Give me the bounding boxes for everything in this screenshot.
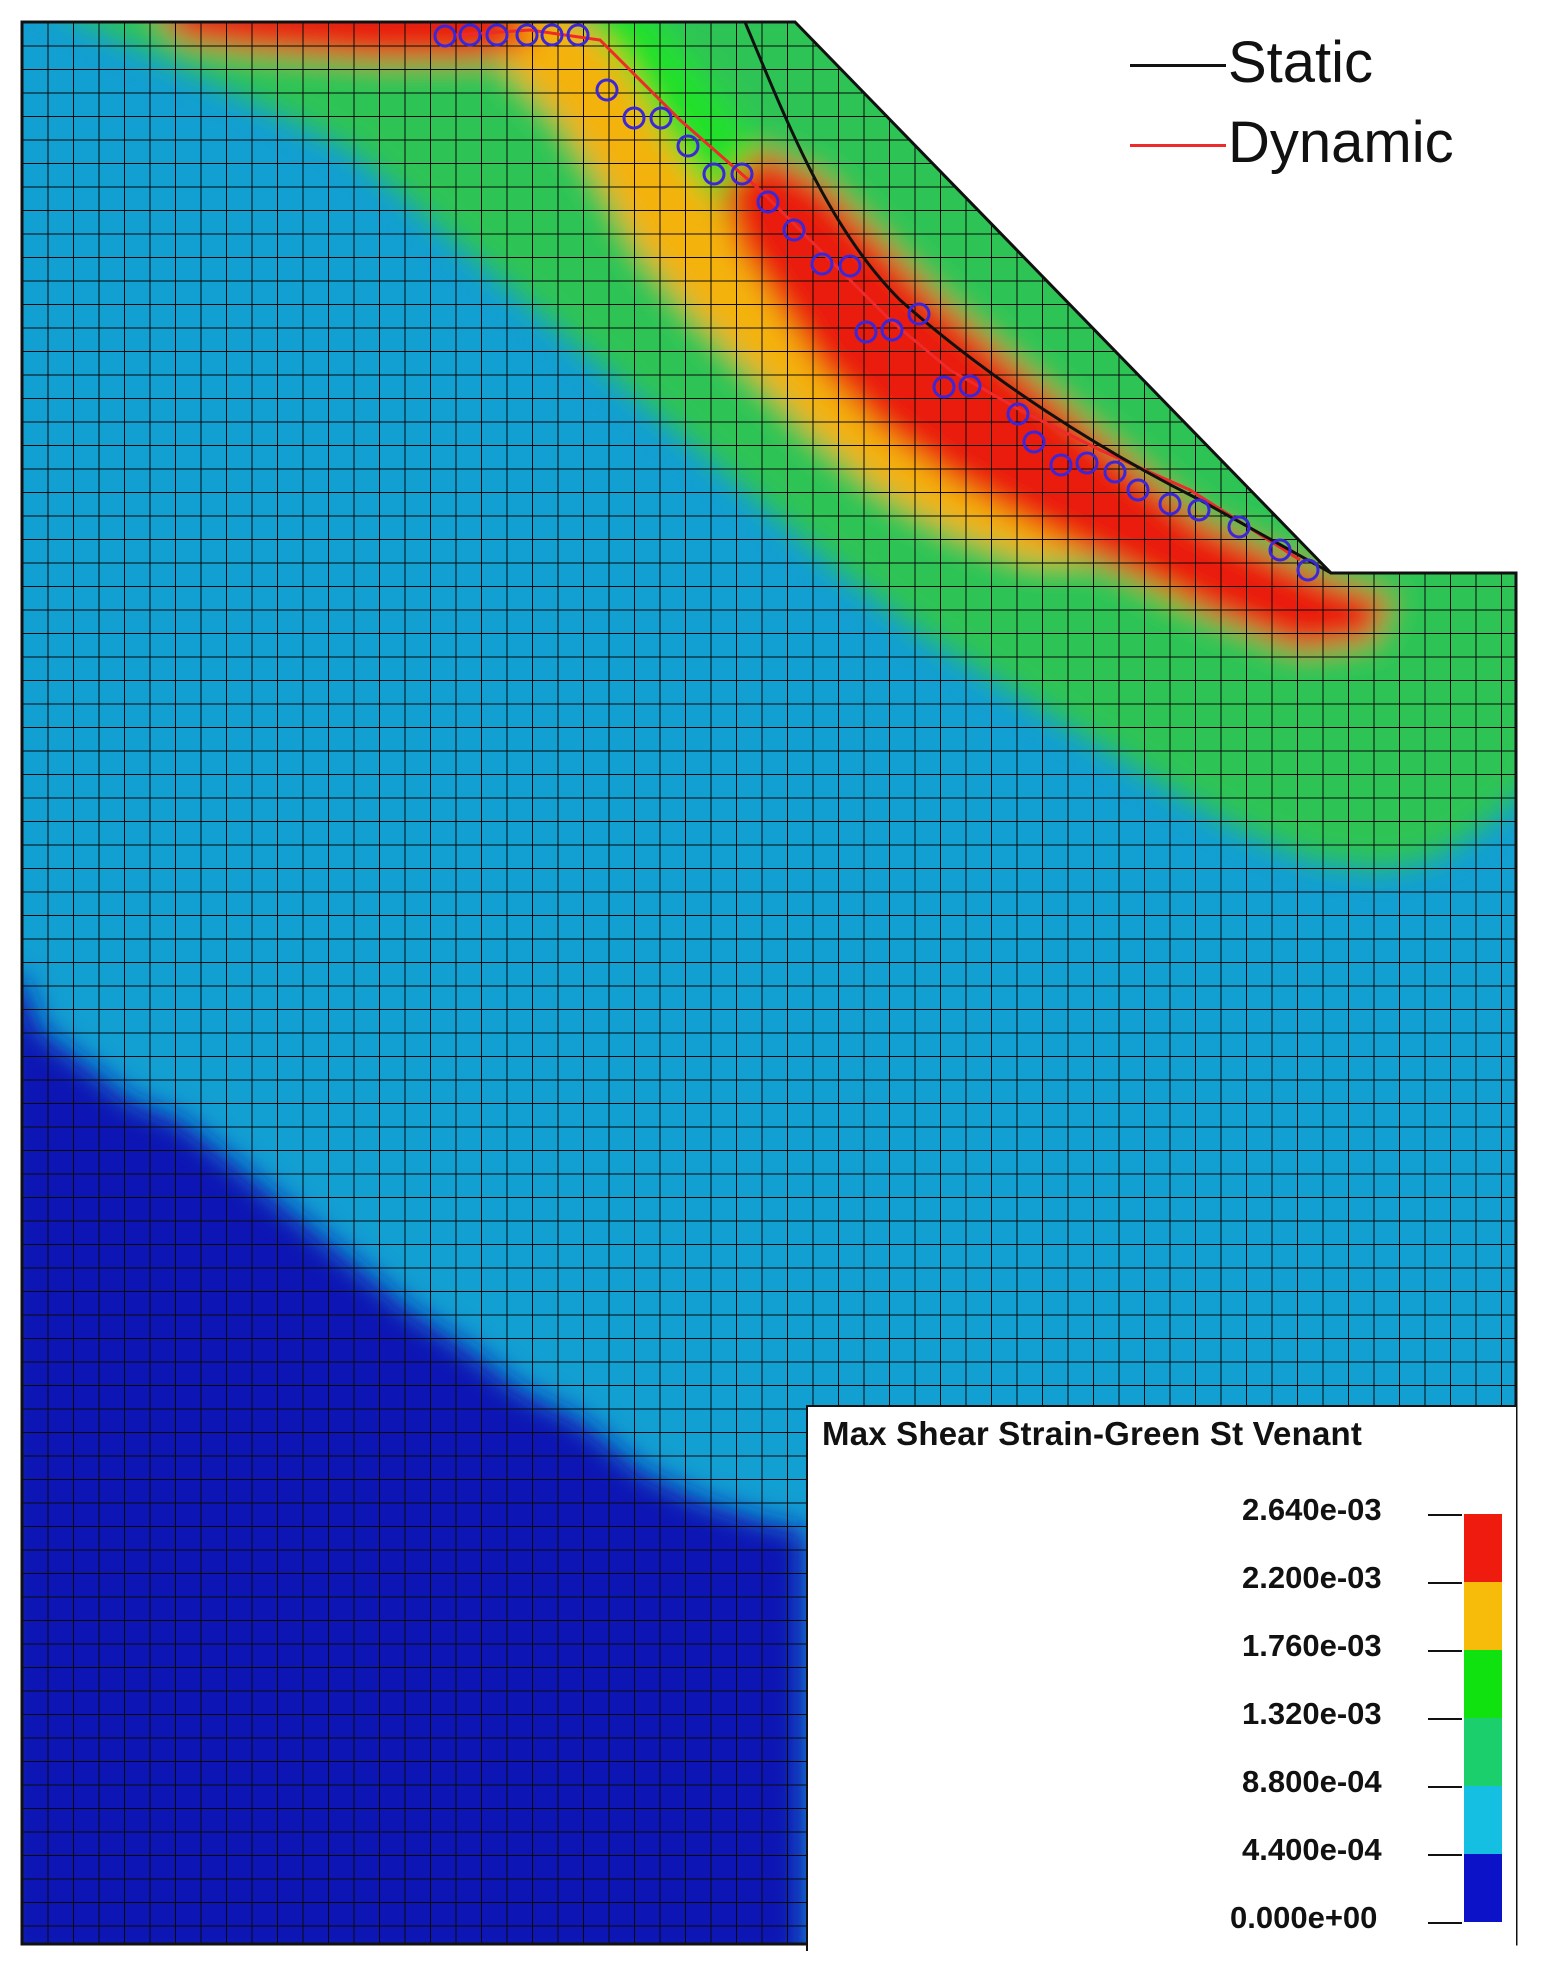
slip-surface-marker <box>932 375 956 399</box>
colorbar-label: 4.400e-04 <box>1242 1832 1382 1867</box>
slip-surface-marker <box>1187 498 1211 522</box>
slip-surface-marker <box>433 24 457 48</box>
slip-surface-marker <box>958 374 982 398</box>
colorbar-swatch <box>1464 1854 1502 1922</box>
colorbar-tick <box>1428 1718 1462 1720</box>
colorbar-tick <box>1428 1922 1462 1924</box>
slip-surface-marker <box>1158 492 1182 516</box>
slip-surface-marker <box>782 218 806 242</box>
colorbar-label: 2.200e-03 <box>1242 1560 1382 1595</box>
slip-surface-marker <box>1049 453 1073 477</box>
colorbar-label: 2.640e-03 <box>1242 1492 1382 1527</box>
slip-surface-marker <box>622 106 646 130</box>
model-outline <box>20 20 1518 1946</box>
slip-surface-marker <box>756 190 780 214</box>
slip-surface-marker <box>540 23 564 47</box>
colorbar-tick <box>1428 1582 1462 1584</box>
slip-surface-marker <box>566 23 590 47</box>
colorbar-swatch <box>1464 1582 1502 1650</box>
slip-surface-marker <box>907 302 931 326</box>
slip-surface-marker <box>515 23 539 47</box>
legend-title: Max Shear Strain-Green St Venant <box>822 1415 1363 1452</box>
slip-surface-marker <box>595 78 619 102</box>
slip-surface-marker <box>854 320 878 344</box>
slip-surface-marker <box>838 254 862 278</box>
colorbar-label: 1.320e-03 <box>1242 1696 1382 1731</box>
slip-surface-marker <box>702 162 726 186</box>
slip-surface-marker <box>810 252 834 276</box>
dynamic-key-line <box>1130 144 1226 147</box>
line-key: Static Dynamic <box>1120 26 1500 186</box>
colorbar-tick <box>1428 1650 1462 1652</box>
colorbar-tick <box>1428 1854 1462 1856</box>
dynamic-surface-markers <box>433 23 1320 582</box>
slip-surface-marker <box>1268 538 1292 562</box>
colorbar-label: 8.800e-04 <box>1242 1764 1382 1799</box>
slip-surface-marker <box>1006 402 1030 426</box>
colorbar-tick <box>1428 1786 1462 1788</box>
slip-surface-marker <box>1227 515 1251 539</box>
static-key-line <box>1130 64 1226 67</box>
slip-surface-marker <box>676 134 700 158</box>
colorbar-swatch <box>1464 1718 1502 1786</box>
colorbar-legend: Max Shear Strain-Green St Venant 2.640e-… <box>806 1405 1516 1951</box>
colorbar-tick <box>1428 1514 1462 1516</box>
static-slip-surface <box>743 22 1332 575</box>
colorbar-label: 0.000e+00 <box>1230 1900 1378 1935</box>
dynamic-key-label: Dynamic <box>1228 110 1454 175</box>
slip-surface-marker <box>649 106 673 130</box>
colorbar-swatch <box>1464 1650 1502 1718</box>
slip-surface-marker <box>1126 478 1150 502</box>
slip-surface-marker <box>485 23 509 47</box>
slip-surface-marker <box>1103 460 1127 484</box>
colorbar-swatch <box>1464 1786 1502 1854</box>
slip-surface-marker <box>1022 430 1046 454</box>
slip-surface-marker <box>1296 558 1320 582</box>
slip-surface-marker <box>880 318 904 342</box>
slip-surface-marker <box>730 162 754 186</box>
colorbar-label: 1.760e-03 <box>1242 1628 1382 1663</box>
colorbar-swatch <box>1464 1514 1502 1582</box>
slip-surface-marker <box>1075 451 1099 475</box>
static-key-label: Static <box>1228 30 1374 95</box>
slip-surface-marker <box>458 23 482 47</box>
